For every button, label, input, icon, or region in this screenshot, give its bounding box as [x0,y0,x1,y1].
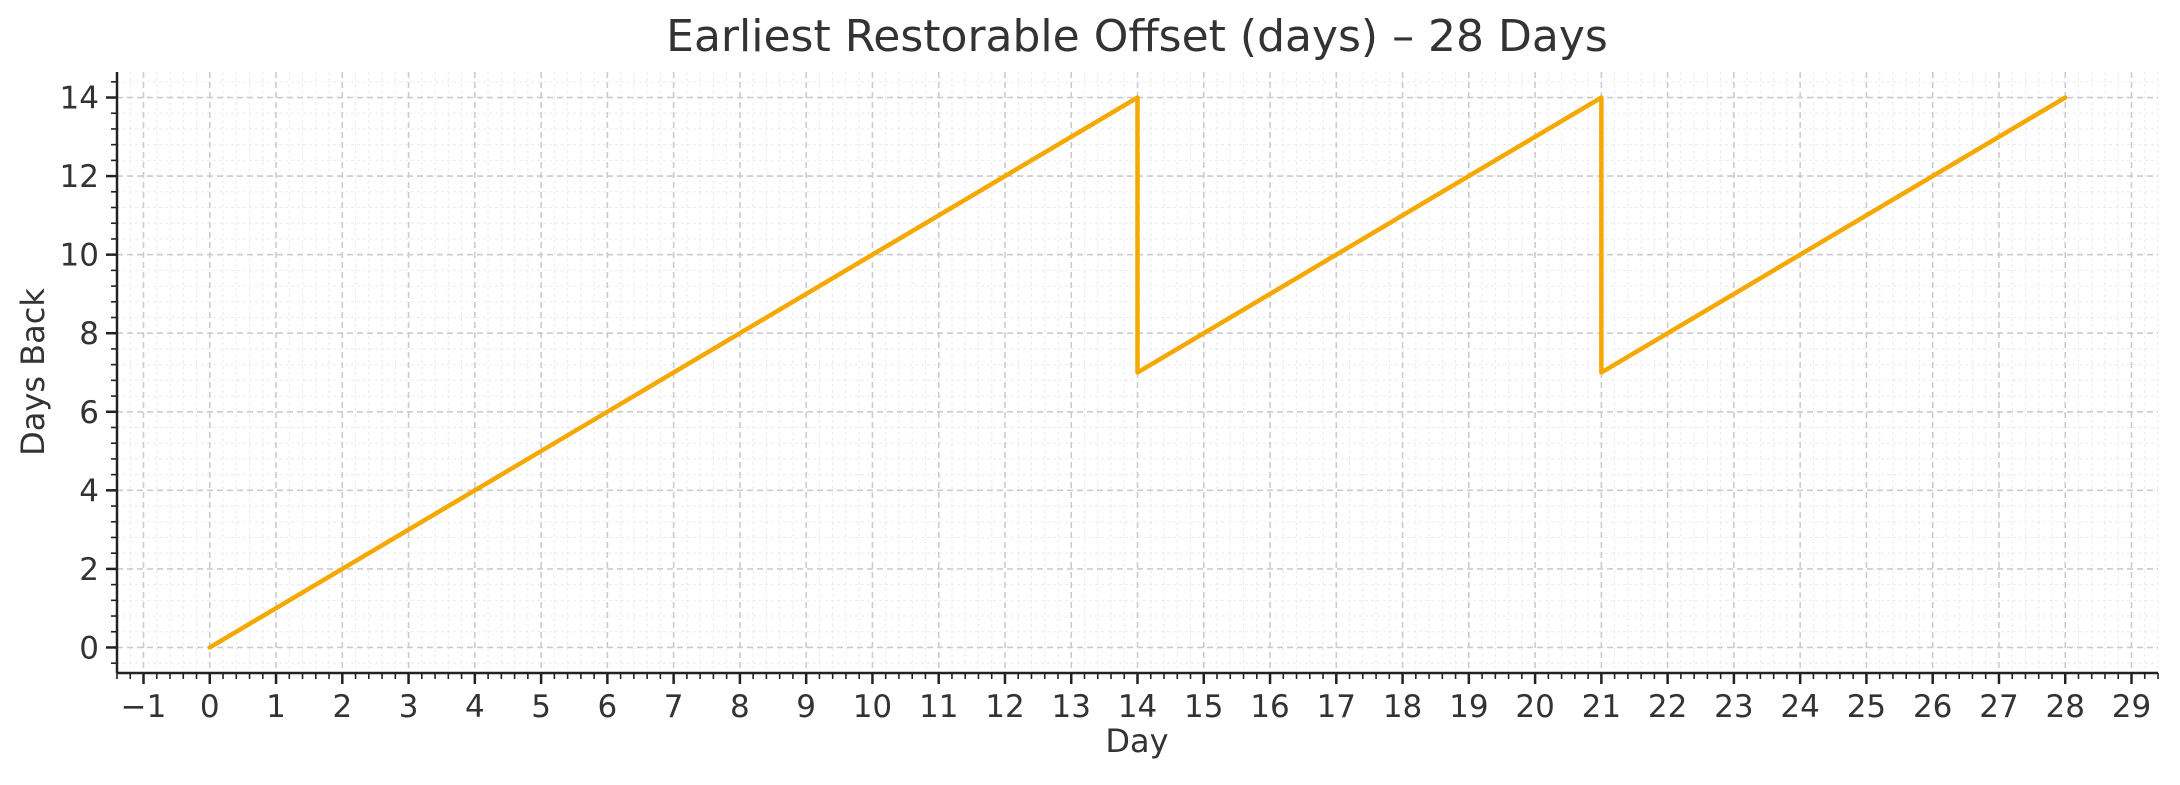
x-tick-label: 21 [1582,689,1621,725]
x-tick-label: 3 [399,689,419,725]
x-tick-label: 19 [1449,689,1488,725]
y-tick-label: 8 [79,316,99,352]
x-tick-label: 26 [1913,689,1952,725]
x-tick-label: 1 [266,689,286,725]
x-tick-label: 8 [730,689,750,725]
x-tick-label: 12 [985,689,1024,725]
x-tick-label: 11 [919,689,958,725]
x-tick-label: 10 [853,689,892,725]
y-tick-label: 2 [79,552,99,588]
x-axis-label: Day [1105,722,1168,760]
y-tick-label: 4 [79,473,99,509]
x-tick-label: 2 [332,689,352,725]
x-tick-label: 25 [1847,689,1886,725]
x-tick-label: 23 [1714,689,1753,725]
y-axis-label: Days Back [14,288,52,456]
x-tick-label: 27 [1979,689,2018,725]
major-gridlines [117,72,2158,673]
x-tick-label: 16 [1250,689,1289,725]
y-tick-label: 14 [60,81,99,117]
x-tick-label: 18 [1383,689,1422,725]
y-tick-label: 0 [79,630,99,666]
x-tick-label: 5 [531,689,551,725]
x-tick-label: 7 [664,689,684,725]
x-tick-label: 29 [2112,689,2151,725]
x-tick-label: 15 [1184,689,1223,725]
x-tick-label: 14 [1118,689,1157,725]
tick-labels: −1 0 1 2 3 4 5 6 7 8 9 10 11 12 13 14 15 16 17 18 19 20 21 22 23… [60,81,2152,725]
x-tick-label: 9 [796,689,816,725]
x-tick-label: 20 [1515,689,1554,725]
x-tick-label: 6 [598,689,618,725]
x-tick-label: 13 [1052,689,1091,725]
x-tick-label: −1 [121,689,167,725]
x-tick-label: 17 [1317,689,1356,725]
axis-ticks [106,81,2159,684]
y-tick-label: 6 [79,395,99,431]
series-line [207,95,2068,650]
x-tick-label: 24 [1780,689,1819,725]
x-tick-label: 28 [2046,689,2085,725]
series-layer [207,95,2068,650]
y-tick-label: 10 [60,238,99,274]
x-tick-label: 4 [465,689,485,725]
x-tick-label: 0 [200,689,220,725]
y-tick-label: 12 [60,159,99,195]
chart-title: Earliest Restorable Offset (days) – 28 D… [666,11,1608,62]
x-tick-label: 22 [1648,689,1687,725]
